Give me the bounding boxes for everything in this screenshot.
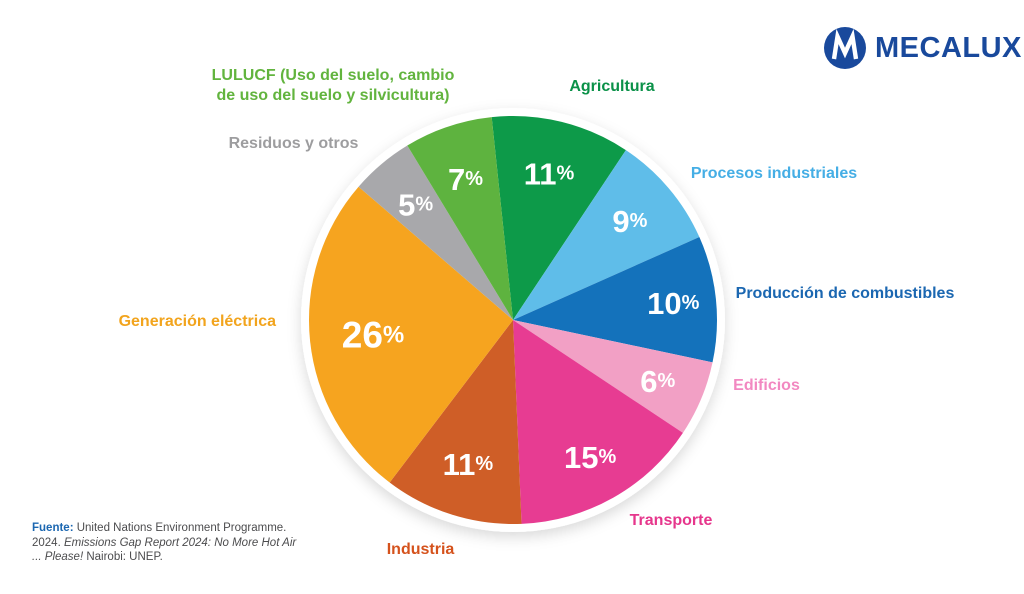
mecalux-logo-icon [824,27,866,69]
slice-percent-transporte: 15% [564,439,616,474]
pie-slice-lulucf [407,117,513,321]
slice-percent-industria: 11% [443,447,494,482]
slice-label-produccion-combustibles: Producción de combustibles [735,285,955,302]
slice-label-generacion-electrica: Generación eléctrica [118,313,276,330]
slice-percent-edificios: 6% [640,363,675,398]
source-text-2: Nairobi: UNEP. [83,551,163,563]
slice-label-transporte: Transporte [629,512,713,529]
slice-percent-generacion-electrica: 26% [342,314,405,355]
pie-slice-generacion-electrica [308,186,513,483]
slice-label-residuos-otros: Residuos y otros [228,135,359,152]
pie-slice-residuos-otros [358,145,513,320]
slice-percent-procesos-industriales: 9% [612,204,647,239]
pie-slice-agricultura [491,116,626,321]
pie-slice-edificios [513,320,713,433]
slice-percent-agricultura: 11% [524,156,575,191]
slice-label-industria: Industria [386,541,455,558]
mecalux-logo-text: MECALUX [875,31,1022,64]
slice-label-edificios: Edificios [733,377,800,394]
mecalux-logo: MECALUX [823,26,1022,70]
source-label: Fuente: [32,522,74,534]
pie-slice-procesos-industriales [513,150,700,320]
slice-label-procesos-industriales: Procesos industriales [690,165,858,182]
source-text-italic: Emissions Gap Report 2024: No More Hot A… [32,536,297,564]
slice-percent-lulucf: 7% [448,161,483,196]
slice-percent-produccion-combustibles: 10% [647,286,699,321]
pie-slice-transporte [513,320,683,524]
source-citation: Fuente: United Nations Environment Progr… [32,521,308,565]
source-text-1: United Nations Environment Programme. 20… [32,522,287,549]
slice-percent-residuos-otros: 5% [398,187,433,222]
slice-label-lulucf: LULUCF (Uso del suelo, cambio de uso del… [211,67,455,104]
pie-slice-industria [389,320,522,524]
pie-slice-produccion-combustibles [513,237,717,363]
slice-label-agricultura: Agricultura [569,78,655,95]
